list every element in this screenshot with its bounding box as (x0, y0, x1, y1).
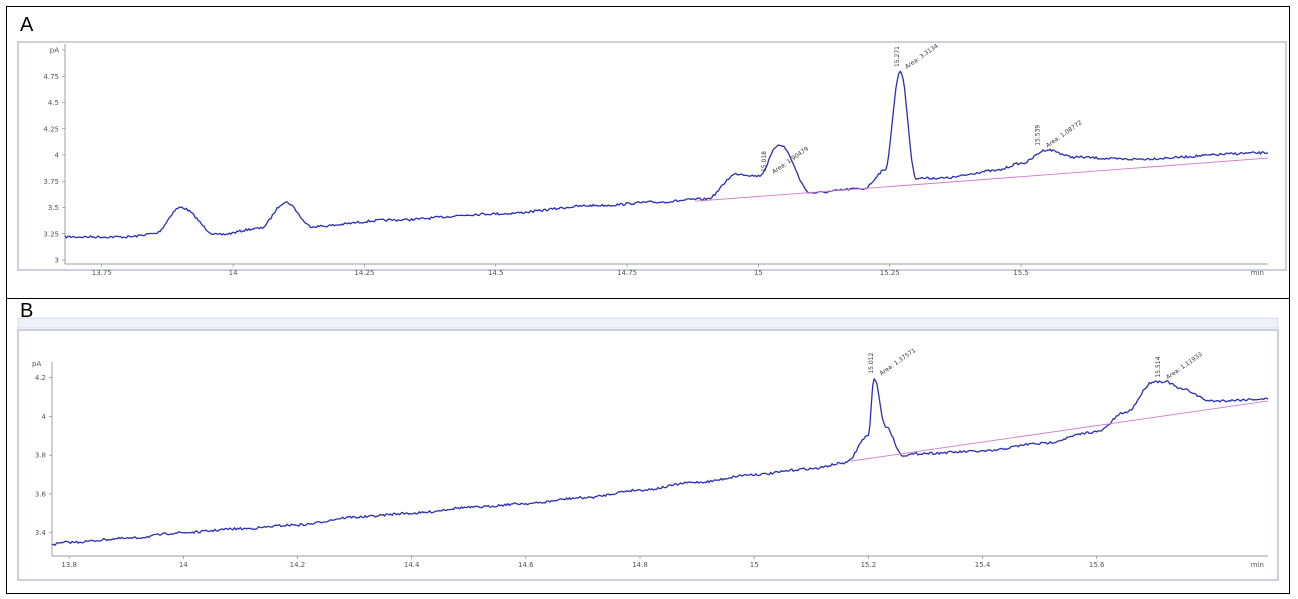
panel-label-b: B (20, 300, 34, 322)
panel-divider (6, 298, 1290, 299)
panel-b-peak-rt-label: 15.012 (868, 353, 875, 374)
panel-b-x-tick-label: 15 (750, 561, 759, 569)
panel-b-series-signal (51, 378, 1269, 546)
panel-a-y-tick-label: 4 (55, 152, 60, 160)
panel-a-x-axis-label: min (1251, 269, 1264, 277)
panel-b-x-tick-label: 15.6 (1089, 561, 1105, 569)
panel-b-x-tick-label: 14.6 (518, 561, 534, 569)
panel-a-plot-frame (17, 41, 1287, 271)
panel-a-y-tick-label: 3.25 (43, 230, 59, 238)
panel-a-x-tick-label: 14.25 (354, 269, 374, 277)
panel-b-x-tick-label: 14 (179, 561, 188, 569)
panel-a-series-signal (64, 70, 1269, 239)
panel-a-y-tick-label: 3.75 (43, 178, 59, 186)
panel-b-header-bar (17, 317, 1279, 329)
panel-b-x-tick-label: 14.8 (632, 561, 648, 569)
panel-b-y-tick-label: 3.6 (35, 490, 47, 498)
panel-a-y-tick-label: 4.5 (48, 99, 59, 107)
panel-a-y-tick-label: 3.5 (48, 204, 59, 212)
panel-b-x-tick-label: 14.4 (404, 561, 420, 569)
panel-b-series-baseline (851, 400, 1269, 462)
panel-a-x-tick-label: 14.75 (617, 269, 637, 277)
panel-b-y-tick-label: 3.4 (35, 529, 47, 537)
panel-a-x-tick-label: 13.75 (92, 269, 112, 277)
panel-b-x-tick-label: 15.2 (861, 561, 877, 569)
panel-b-x-axis-label: min (1251, 561, 1264, 569)
panel-a-x-tick-label: 14.5 (488, 269, 504, 277)
panel-b-y-tick-label: 4 (42, 413, 47, 421)
panel-b-x-tick-label: 13.8 (61, 561, 77, 569)
panel-a-x-tick-label: 15.25 (880, 269, 900, 277)
panel-a-peak-rt-label: 15.018 (761, 151, 768, 172)
panel-a-y-tick-label: 4.75 (43, 73, 59, 81)
panel-b-plot-frame (17, 329, 1279, 581)
panel-a-x-tick-label: 15 (754, 269, 763, 277)
panel-b-y-tick-label: 3.8 (35, 452, 46, 460)
panel-label-a: A (20, 14, 34, 36)
panel-b-y-axis-label: pA (32, 360, 41, 368)
figure-frame (6, 6, 1290, 594)
panel-a-peak-rt-label: 15.539 (1035, 125, 1042, 146)
panel-b-y-tick-label: 4.2 (35, 374, 46, 382)
panel-a-x-tick-label: 14 (229, 269, 238, 277)
panel-a-y-tick-label: pA (50, 47, 59, 55)
panel-a-series-baseline (695, 157, 1269, 202)
panel-b-peak-rt-label: 15.514 (1155, 356, 1162, 377)
panel-a-x-tick-label: 15.5 (1013, 269, 1029, 277)
panel-b-x-tick-label: 15.4 (975, 561, 991, 569)
panel-a-peak-rt-label: 15.271 (894, 46, 901, 67)
panel-a-y-tick-label: 4.25 (43, 125, 59, 133)
panel-b-x-tick-label: 14.2 (290, 561, 306, 569)
panel-a-y-tick-label: 3 (55, 257, 59, 265)
